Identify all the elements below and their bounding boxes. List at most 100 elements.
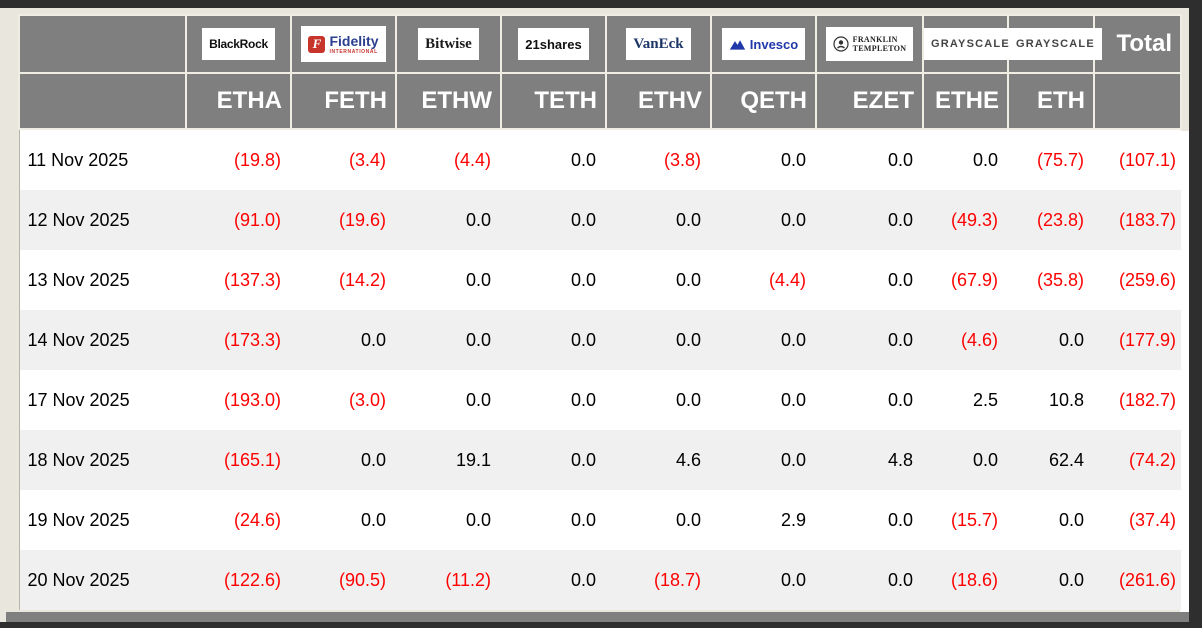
flow-value: (122.6) <box>186 550 291 610</box>
invesco-logo: Invesco <box>721 28 806 60</box>
flow-value: 0.0 <box>711 370 816 430</box>
franklin-templeton-logo: FRANKLIN TEMPLETON <box>825 27 914 61</box>
flow-value: (3.0) <box>291 370 396 430</box>
21shares-logo: 21shares <box>518 28 589 60</box>
flow-value: 2.9 <box>711 490 816 550</box>
ticker-header-ethv: ETHV <box>605 72 712 130</box>
total-column-header: Total <box>1093 14 1182 74</box>
fidelity-logo-subtext: INTERNATIONAL <box>329 48 378 55</box>
row-total: (259.6) <box>1094 250 1181 310</box>
row-date: 12 Nov 2025 <box>18 190 186 250</box>
flow-value: 0.0 <box>501 310 606 370</box>
flow-value: 0.0 <box>501 190 606 250</box>
column-header-bitwise: Bitwise <box>395 14 502 74</box>
flow-value: (3.4) <box>291 129 396 190</box>
column-header-franklin-templeton: FRANKLIN TEMPLETON <box>815 14 924 74</box>
flow-value: 0.0 <box>396 250 501 310</box>
flow-value: 0.0 <box>501 129 606 190</box>
flow-value: 0.0 <box>606 370 711 430</box>
flow-value: (23.8) <box>1008 190 1094 250</box>
flow-value: 0.0 <box>1008 490 1094 550</box>
bitwise-logo-text: Bitwise <box>425 35 472 52</box>
invesco-logo-text: Invesco <box>749 36 799 52</box>
flow-value: 19.1 <box>396 430 501 490</box>
flow-value: 0.0 <box>606 250 711 310</box>
fidelity-f-icon: F <box>308 35 326 53</box>
row-total: (182.7) <box>1094 370 1181 430</box>
flow-value: (67.9) <box>923 250 1008 310</box>
flow-value: 0.0 <box>711 550 816 610</box>
flow-value: (19.6) <box>291 190 396 250</box>
column-header-vaneck: VanEck <box>605 14 712 74</box>
flow-value: (137.3) <box>186 250 291 310</box>
flow-value: (173.3) <box>186 310 291 370</box>
flow-value: 0.0 <box>291 430 396 490</box>
bitwise-logo: Bitwise <box>418 28 479 60</box>
flow-value: (4.4) <box>396 129 501 190</box>
column-header-fidelity: F Fidelity INTERNATIONAL <box>290 14 397 74</box>
row-total: (74.2) <box>1094 430 1181 490</box>
ticker-header-row: ETHA FETH ETHW TETH ETHV QETH EZET ETHE … <box>18 72 1182 130</box>
column-header-invesco: Invesco <box>710 14 817 74</box>
flow-value: 0.0 <box>923 430 1008 490</box>
flow-value: 0.0 <box>501 370 606 430</box>
issuer-logo-row: BlackRock F Fidelity INTERNATIONAL Bitwi… <box>18 14 1182 74</box>
flow-value: (49.3) <box>923 190 1008 250</box>
table-row: 20 Nov 2025 (122.6) (90.5) (11.2) 0.0 (1… <box>18 550 1181 610</box>
21shares-logo-text: 21shares <box>525 36 582 52</box>
flow-value: (19.8) <box>186 129 291 190</box>
flow-value: 0.0 <box>816 129 923 190</box>
row-total: (183.7) <box>1094 190 1181 250</box>
table-row: 12 Nov 2025 (91.0) (19.6) 0.0 0.0 0.0 0.… <box>18 190 1181 250</box>
flow-value: (14.2) <box>291 250 396 310</box>
flow-value: 0.0 <box>501 490 606 550</box>
flow-value: 2.5 <box>923 370 1008 430</box>
blackrock-logo: BlackRock <box>202 28 275 60</box>
grayscale-logo: GRAYSCALE <box>1009 28 1102 60</box>
column-header-21shares: 21shares <box>500 14 607 74</box>
row-date: 13 Nov 2025 <box>18 250 186 310</box>
row-total: (37.4) <box>1094 490 1181 550</box>
flow-value: 0.0 <box>1008 310 1094 370</box>
table-row: 14 Nov 2025 (173.3) 0.0 0.0 0.0 0.0 0.0 … <box>18 310 1181 370</box>
flow-value: 0.0 <box>816 370 923 430</box>
table-bottom-bar <box>6 612 1189 623</box>
flow-value: 0.0 <box>711 190 816 250</box>
ticker-header-feth: FETH <box>290 72 397 130</box>
top-frame-border <box>0 0 1202 8</box>
vaneck-logo: VanEck <box>626 28 691 60</box>
flow-value: 0.0 <box>291 310 396 370</box>
flow-value: 62.4 <box>1008 430 1094 490</box>
flow-value: 10.8 <box>1008 370 1094 430</box>
flow-value: (15.7) <box>923 490 1008 550</box>
flow-value: 0.0 <box>711 430 816 490</box>
ticker-header-teth: TETH <box>500 72 607 130</box>
column-header-grayscale-eth: GRAYSCALE <box>1007 14 1102 74</box>
flow-value: 0.0 <box>816 550 923 610</box>
flow-value: 4.8 <box>816 430 923 490</box>
invesco-mountain-icon <box>729 39 745 50</box>
ticker-header-ethw: ETHW <box>395 72 502 130</box>
flow-value: 0.0 <box>501 430 606 490</box>
ticker-header-blank <box>18 72 187 130</box>
table-row: 18 Nov 2025 (165.1) 0.0 19.1 0.0 4.6 0.0… <box>18 430 1181 490</box>
flow-value: 4.6 <box>606 430 711 490</box>
flow-value: (4.4) <box>711 250 816 310</box>
flow-value: (165.1) <box>186 430 291 490</box>
ticker-header-ethe: ETHE <box>922 72 1009 130</box>
fidelity-logo: F Fidelity INTERNATIONAL <box>301 26 386 62</box>
row-total: (107.1) <box>1094 129 1181 190</box>
flow-value: (91.0) <box>186 190 291 250</box>
column-header-blackrock: BlackRock <box>185 14 292 74</box>
flow-value: 0.0 <box>606 310 711 370</box>
eth-etf-flow-table: BlackRock F Fidelity INTERNATIONAL Bitwi… <box>18 14 1182 610</box>
table-row: 17 Nov 2025 (193.0) (3.0) 0.0 0.0 0.0 0.… <box>18 370 1181 430</box>
flow-value: (18.7) <box>606 550 711 610</box>
flow-value: 0.0 <box>923 129 1008 190</box>
flow-value: 0.0 <box>396 490 501 550</box>
flow-value: (75.7) <box>1008 129 1094 190</box>
flow-value: (193.0) <box>186 370 291 430</box>
bottom-frame-border <box>0 622 1202 628</box>
ticker-header-ezet: EZET <box>815 72 924 130</box>
